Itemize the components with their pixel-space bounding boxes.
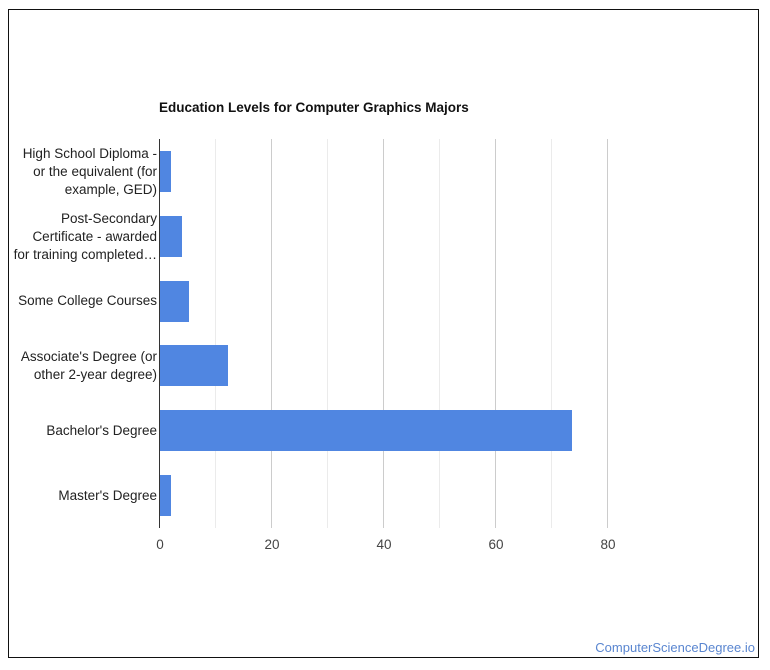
category-label-some-college: Some College Courses	[18, 293, 157, 308]
x-tick-60: 60	[488, 537, 504, 552]
plot-area	[159, 139, 639, 528]
x-tick-80: 80	[600, 537, 616, 552]
bar-bachelors[interactable]	[159, 410, 573, 451]
y-axis-line	[159, 139, 160, 528]
gridline-20	[271, 139, 272, 528]
chart-title: Education Levels for Computer Graphics M…	[159, 100, 469, 115]
source-credit-link[interactable]: ComputerScienceDegree.io	[595, 640, 755, 655]
category-label-high-school: High School Diploma - or the equivalent …	[22, 146, 157, 197]
bar-high-school[interactable]	[159, 151, 171, 192]
gridline-30	[327, 139, 328, 528]
category-label-post-secondary: Post-Secondary Certificate - awarded for…	[13, 211, 157, 262]
gridline-80	[607, 139, 608, 528]
bar-masters[interactable]	[159, 475, 172, 516]
bar-post-secondary[interactable]	[159, 216, 182, 257]
gridline-60	[495, 139, 496, 528]
gridline-40	[383, 139, 384, 528]
category-label-masters: Master's Degree	[58, 488, 157, 503]
category-label-bachelors: Bachelor's Degree	[46, 423, 157, 438]
chart-frame	[8, 9, 759, 658]
x-tick-0: 0	[156, 537, 164, 552]
bar-some-college[interactable]	[159, 281, 190, 322]
gridline-70	[551, 139, 552, 528]
x-tick-20: 20	[264, 537, 280, 552]
bar-associates[interactable]	[159, 345, 229, 386]
gridline-10	[215, 139, 216, 528]
gridline-50	[439, 139, 440, 528]
x-tick-40: 40	[376, 537, 392, 552]
category-label-associates: Associate's Degree (or other 2-year degr…	[20, 349, 157, 382]
